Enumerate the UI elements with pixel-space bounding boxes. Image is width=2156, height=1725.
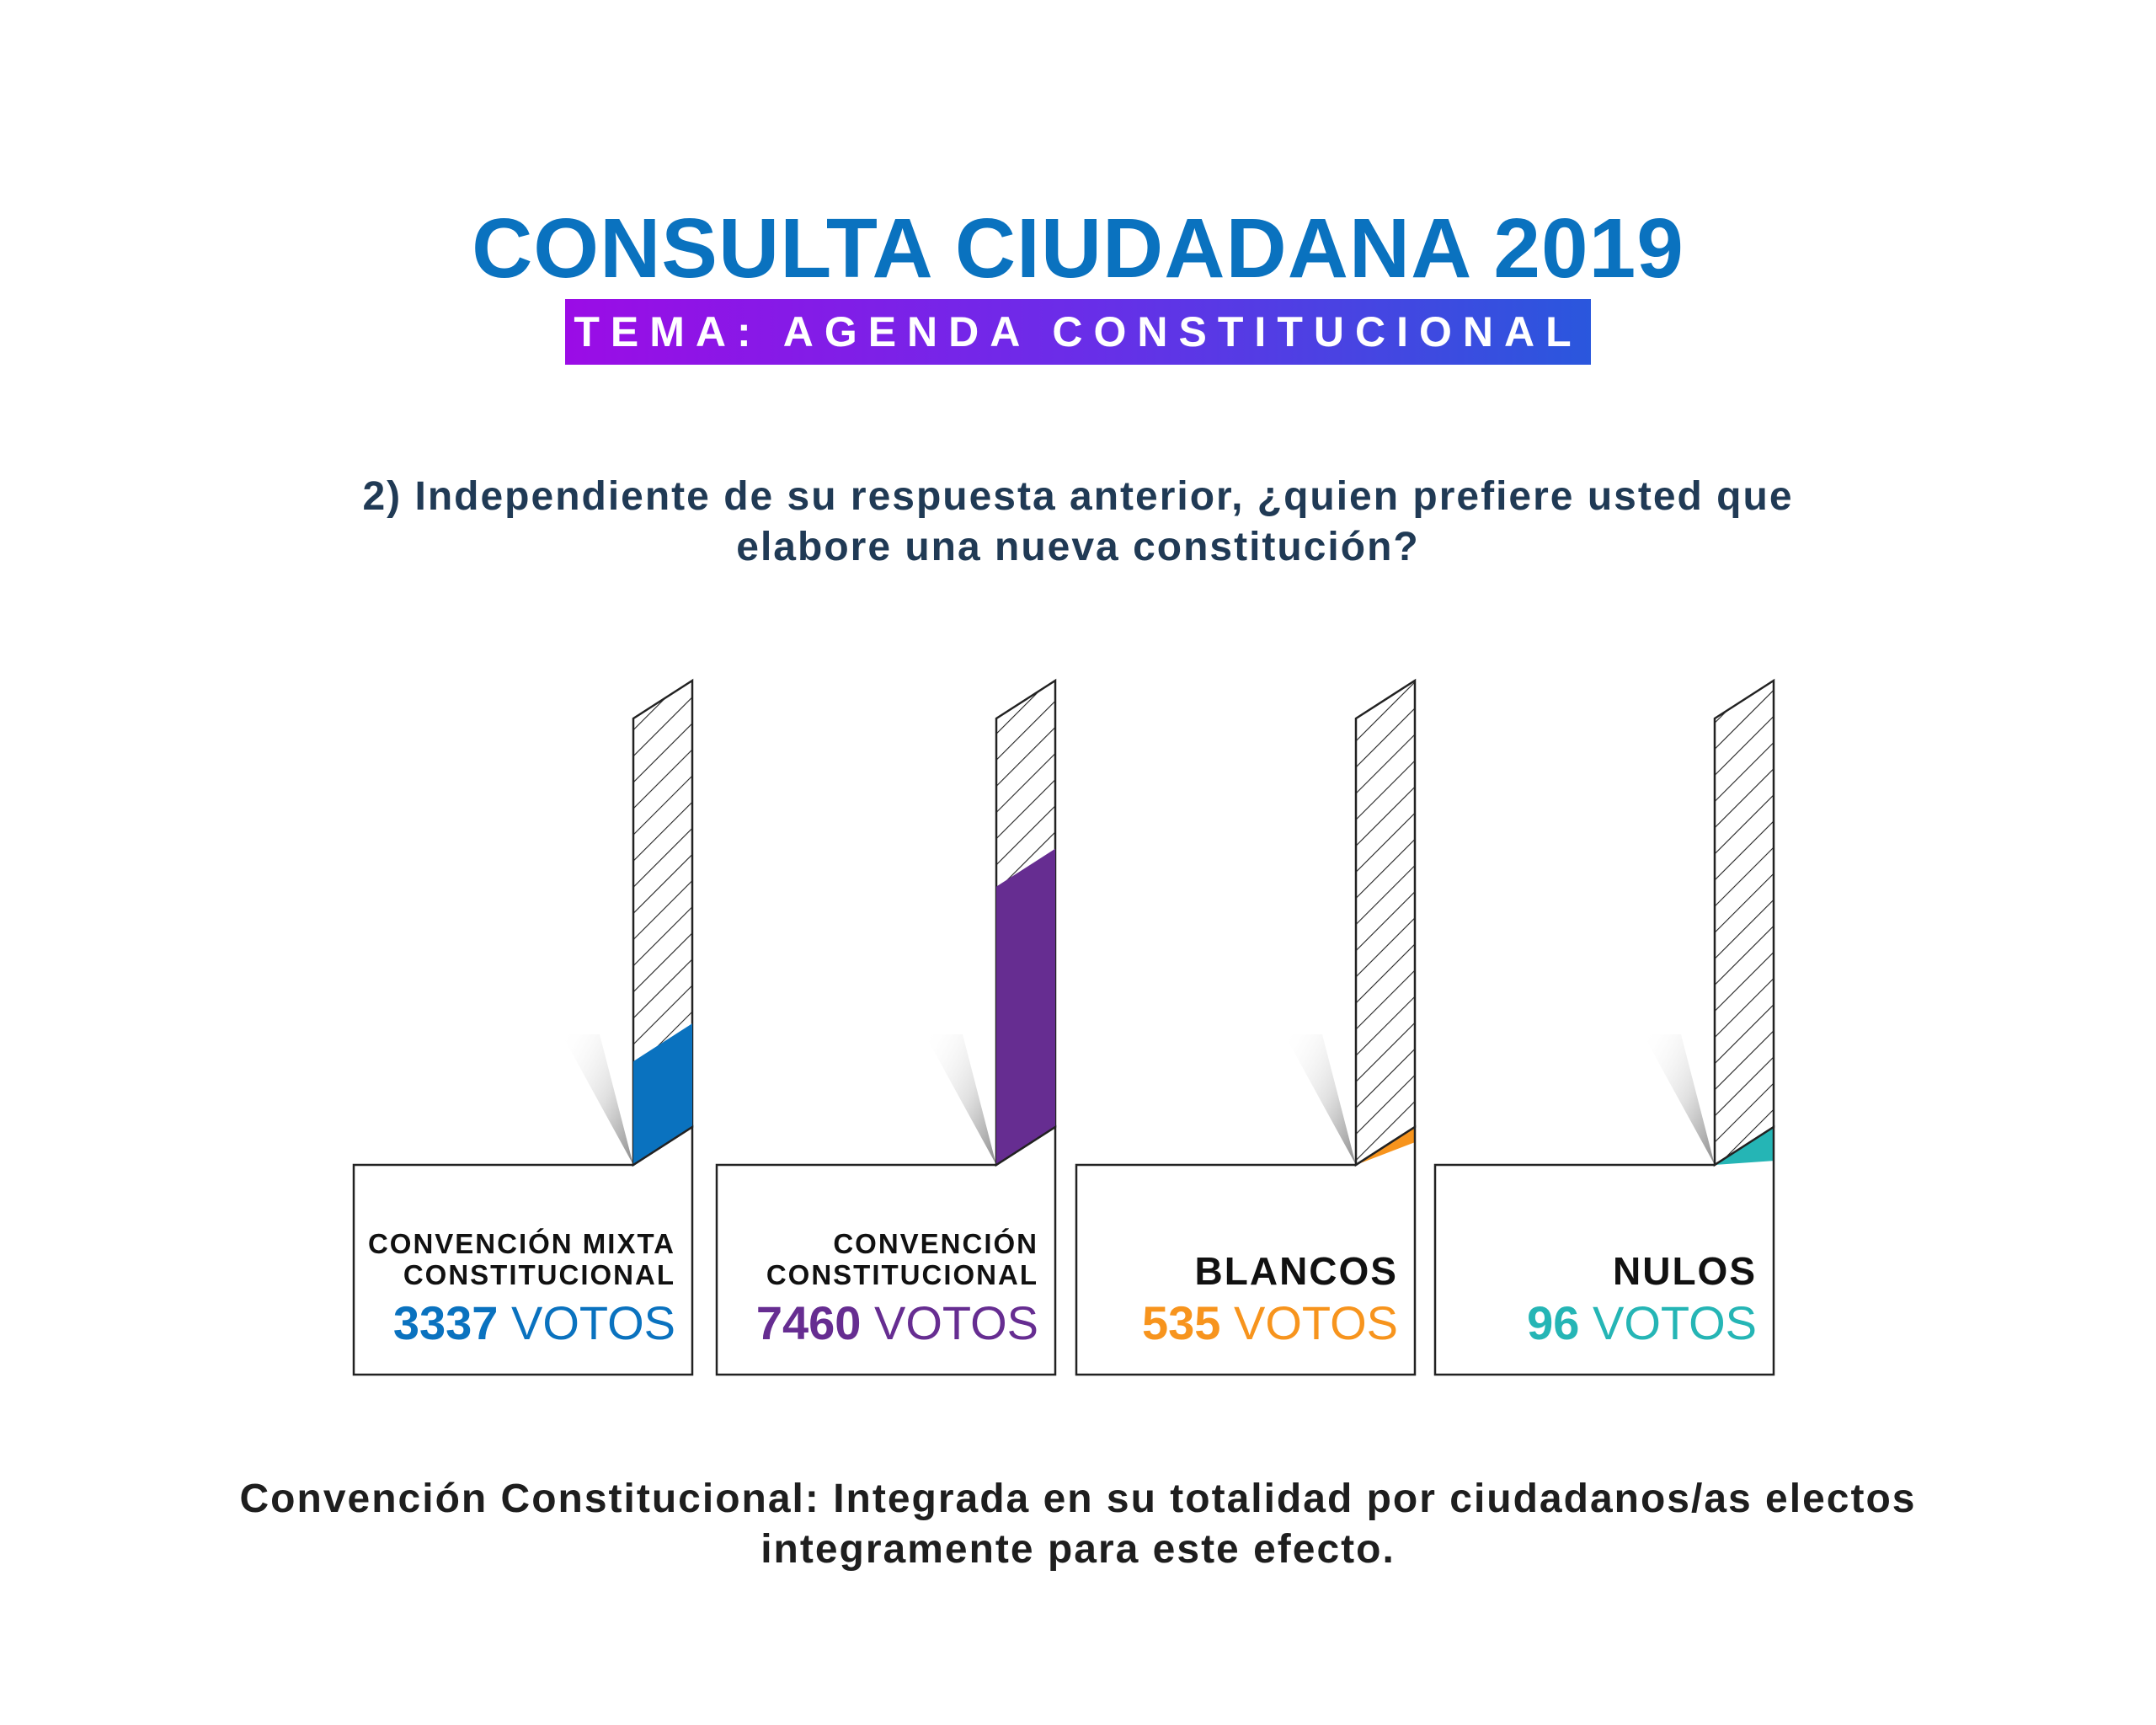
result-card [352,1124,694,1376]
option-label: CONVENCIÓN MIXTA [368,1228,675,1259]
option-label: CONSTITUCIONAL [766,1259,1038,1290]
bar [996,848,1055,1165]
vote-value: 535 [1142,1296,1220,1349]
vote-value: 3337 [393,1296,499,1349]
vote-value: 96 [1527,1296,1579,1349]
bar-track [1713,678,1775,1167]
option-label: NULOS [1613,1249,1757,1293]
bar-shadow [1284,1034,1356,1165]
vote-unit: VOTOS [1220,1296,1398,1349]
vote-count: 96 VOTOS [1527,1296,1757,1349]
page-title: CONSULTA CIUDADANA 2019 [472,201,1684,296]
result-card [715,1124,1057,1376]
bar-shadow [562,1034,633,1165]
option-label: CONSTITUCIONAL [403,1259,675,1290]
bar-track [1354,678,1417,1167]
bar-shadow [925,1034,996,1165]
question-text: 2) Independiente de su respuesta anterio… [362,474,1794,569]
vote-value: 7460 [756,1296,862,1349]
footnote-text: Convención Constitucional: Integrada en … [239,1477,1917,1572]
result-card [1075,1124,1417,1376]
vote-unit: VOTOS [1579,1296,1757,1349]
vote-count: 7460 VOTOS [756,1296,1038,1349]
topic-banner: TEMA: AGENDA CONSTITUCIONAL [565,299,1591,365]
bar-shadow [1643,1034,1715,1165]
result-card [1433,1124,1775,1376]
option-label: BLANCOS [1195,1249,1398,1293]
vote-count: 3337 VOTOS [393,1296,675,1349]
vote-unit: VOTOS [861,1296,1038,1349]
option-label: CONVENCIÓN [833,1228,1038,1259]
vote-unit: VOTOS [498,1296,675,1349]
bar [633,1023,692,1165]
vote-count: 535 VOTOS [1142,1296,1398,1349]
